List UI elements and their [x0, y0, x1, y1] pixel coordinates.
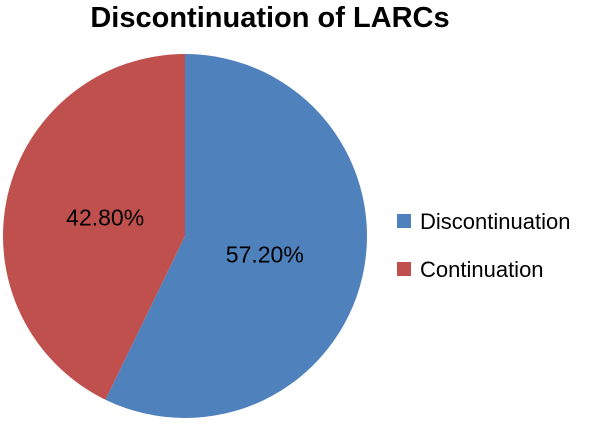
pie-slice-discontinuation — [105, 54, 368, 418]
legend-swatch-continuation — [397, 262, 411, 276]
legend-label-continuation: Continuation — [420, 257, 544, 282]
legend: Discontinuation Continuation — [397, 209, 570, 282]
pie-slice-label-continuation: 42.80% — [66, 205, 144, 231]
pie-slice-labels: 57.20% 42.80% — [66, 205, 304, 268]
legend-label-discontinuation: Discontinuation — [420, 209, 570, 234]
pie-slice-continuation — [3, 54, 185, 400]
pie-slice-label-discontinuation: 57.20% — [226, 241, 304, 267]
chart-title: Discontinuation of LARCs — [90, 2, 449, 34]
legend-swatch-discontinuation — [397, 214, 411, 228]
pie-slices — [3, 54, 368, 418]
